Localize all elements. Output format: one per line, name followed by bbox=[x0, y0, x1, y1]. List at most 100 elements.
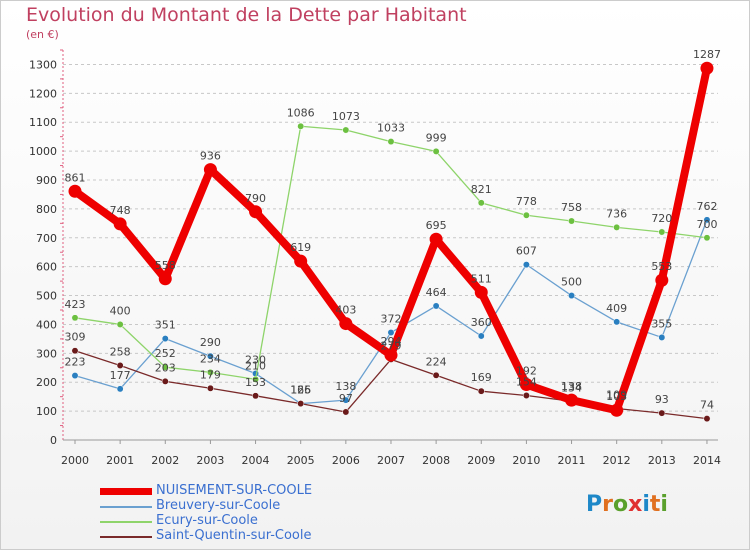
data-point bbox=[477, 332, 485, 340]
data-label: 553 bbox=[651, 260, 672, 273]
data-label: 1086 bbox=[287, 106, 315, 119]
x-tick-label: 2001 bbox=[106, 454, 134, 467]
y-tick-label: 400 bbox=[36, 318, 57, 331]
data-label: 97 bbox=[339, 392, 353, 405]
data-label: 177 bbox=[110, 369, 131, 382]
legend-label: NUISEMENT-SUR-COOLE bbox=[156, 483, 313, 498]
x-tick-label: 2003 bbox=[196, 454, 224, 467]
data-label: 360 bbox=[471, 316, 492, 329]
data-label: 511 bbox=[471, 272, 492, 285]
x-tick-label: 2004 bbox=[242, 454, 270, 467]
data-point bbox=[206, 368, 214, 376]
data-point bbox=[658, 228, 666, 236]
y-tick-label: 800 bbox=[36, 203, 57, 216]
logo-letter: x bbox=[628, 492, 643, 517]
x-tick-label: 2000 bbox=[61, 454, 89, 467]
y-tick-label: 1000 bbox=[29, 145, 57, 158]
data-point bbox=[522, 261, 530, 269]
data-point bbox=[522, 392, 530, 399]
data-label: 93 bbox=[655, 393, 669, 406]
y-tick-label: 900 bbox=[36, 174, 57, 187]
data-label: 500 bbox=[561, 276, 582, 289]
data-label: 464 bbox=[426, 286, 447, 299]
data-label: 720 bbox=[651, 212, 672, 225]
legend-swatch bbox=[100, 536, 152, 538]
data-point bbox=[703, 234, 711, 242]
data-point bbox=[158, 272, 172, 286]
logo-letter: t bbox=[649, 492, 661, 517]
y-tick-label: 300 bbox=[36, 347, 57, 360]
data-point bbox=[339, 317, 353, 331]
data-point bbox=[658, 333, 666, 341]
y-tick-label: 200 bbox=[36, 376, 57, 389]
x-tick-label: 2006 bbox=[332, 454, 360, 467]
x-tick-label: 2007 bbox=[377, 454, 405, 467]
data-point bbox=[116, 362, 124, 369]
data-label: 400 bbox=[110, 304, 131, 317]
data-label: 179 bbox=[200, 368, 221, 381]
data-label: 423 bbox=[65, 298, 86, 311]
legend-label: Breuvery-sur-Coole bbox=[156, 498, 281, 513]
data-label: 109 bbox=[606, 389, 627, 402]
data-point bbox=[432, 302, 440, 310]
data-label: 224 bbox=[426, 355, 447, 368]
data-label: 103 bbox=[606, 390, 627, 403]
y-tick-label: 0 bbox=[50, 434, 57, 447]
data-point bbox=[113, 217, 127, 231]
data-label: 169 bbox=[471, 371, 492, 384]
data-label: 153 bbox=[245, 376, 266, 389]
data-label: 294 bbox=[380, 335, 401, 348]
x-tick-label: 2009 bbox=[467, 454, 495, 467]
data-point bbox=[387, 138, 395, 146]
data-label: 126 bbox=[290, 384, 311, 397]
brand-logo: Proxiti bbox=[586, 492, 668, 517]
data-label: 372 bbox=[380, 313, 401, 326]
data-label: 74 bbox=[700, 399, 714, 412]
data-point bbox=[565, 393, 579, 407]
data-point bbox=[297, 122, 305, 130]
x-tick-label: 2011 bbox=[558, 454, 586, 467]
data-point bbox=[429, 232, 443, 246]
data-point bbox=[206, 384, 214, 392]
x-tick-label: 2008 bbox=[422, 454, 450, 467]
legend-label: Ecury-sur-Coole bbox=[156, 513, 258, 528]
data-label: 154 bbox=[516, 376, 537, 389]
data-label: 619 bbox=[290, 241, 311, 254]
data-point bbox=[658, 409, 666, 417]
legend-label: Saint-Quentin-sur-Coole bbox=[156, 528, 312, 543]
data-label: 1073 bbox=[332, 110, 360, 123]
data-point bbox=[703, 415, 711, 423]
data-point bbox=[68, 184, 82, 198]
data-point bbox=[252, 375, 260, 383]
legend-swatch bbox=[100, 521, 152, 523]
y-tick-label: 600 bbox=[36, 261, 57, 274]
data-label: 1033 bbox=[377, 122, 405, 135]
x-tick-label: 2014 bbox=[693, 454, 721, 467]
data-point bbox=[342, 396, 350, 404]
data-label: 258 bbox=[110, 345, 131, 358]
data-point bbox=[613, 223, 621, 231]
x-tick-label: 2002 bbox=[151, 454, 179, 467]
data-label: 203 bbox=[155, 361, 176, 374]
legend-item: Saint-Quentin-sur-Coole bbox=[100, 528, 420, 544]
data-point bbox=[432, 371, 440, 379]
x-tick-label: 2012 bbox=[603, 454, 631, 467]
data-point bbox=[384, 348, 398, 362]
data-point bbox=[161, 377, 169, 385]
legend-item: Ecury-sur-Coole bbox=[100, 513, 420, 529]
data-point bbox=[206, 352, 214, 360]
data-point bbox=[294, 254, 308, 268]
data-point bbox=[613, 318, 621, 326]
data-label: 695 bbox=[426, 219, 447, 232]
data-point bbox=[116, 320, 124, 328]
data-point bbox=[342, 126, 350, 134]
data-label: 607 bbox=[516, 245, 537, 258]
data-label: 223 bbox=[65, 356, 86, 369]
data-label: 762 bbox=[696, 200, 717, 213]
data-label: 558 bbox=[155, 259, 176, 272]
data-point bbox=[387, 329, 395, 336]
data-label: 192 bbox=[516, 365, 537, 378]
data-point bbox=[161, 363, 169, 371]
y-tick-label: 500 bbox=[36, 290, 57, 303]
logo-letter: P bbox=[586, 492, 603, 517]
